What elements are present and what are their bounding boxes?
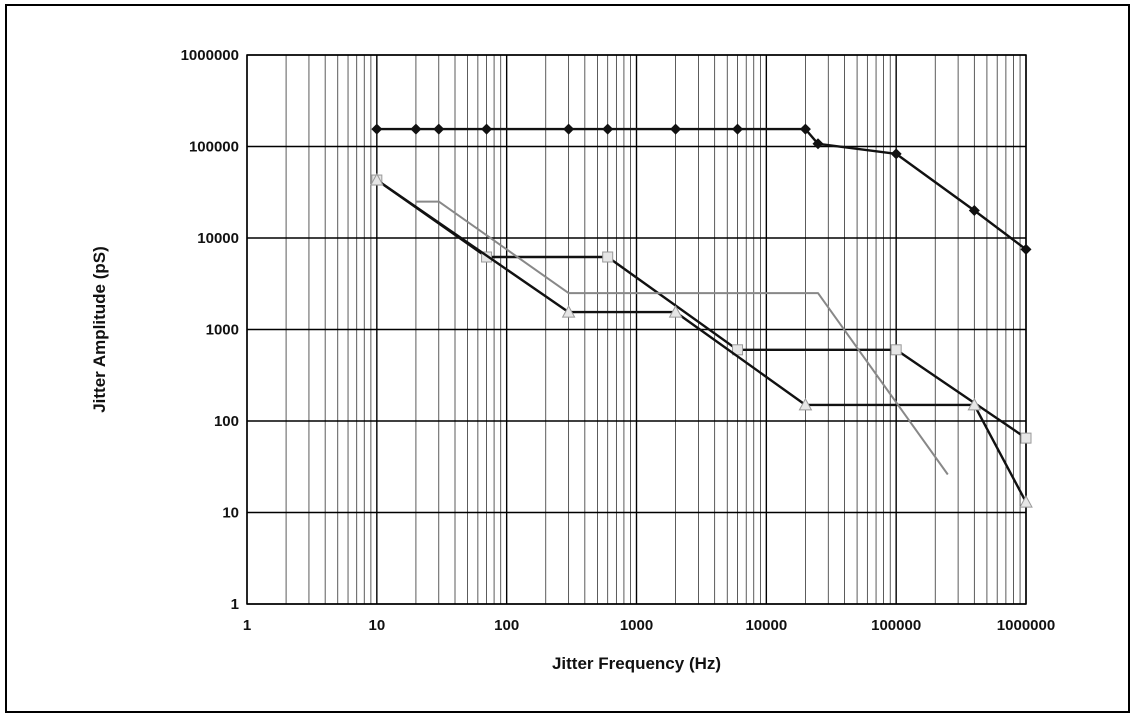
y-tick-label: 10000 [197, 230, 239, 247]
diamond-marker [732, 123, 744, 135]
diamond-marker [410, 123, 422, 135]
y-tick-label: 1 [231, 596, 239, 613]
x-tick-label: 1000 [620, 617, 653, 634]
diamond-marker [371, 123, 383, 135]
diamond-marker [968, 204, 980, 216]
y-tick-label: 10 [222, 505, 239, 522]
square-marker [1020, 432, 1032, 444]
major-gridlines [246, 54, 1027, 605]
x-tick-label: 10 [368, 617, 385, 634]
y-tick-label: 1000000 [181, 47, 239, 64]
y-tick-label: 100000 [189, 139, 239, 156]
y-tick-label: 100 [214, 413, 239, 430]
y-tick-label: 1000 [206, 322, 239, 339]
x-tick-label: 1000000 [997, 617, 1055, 634]
diamond-marker [433, 123, 445, 135]
series-1 [371, 123, 1032, 255]
square-marker [602, 251, 614, 263]
x-tick-label: 10000 [745, 617, 787, 634]
series-layer [369, 123, 1033, 508]
series-2-line [376, 179, 1027, 440]
x-tick-label: 1 [243, 617, 251, 634]
triangle-marker [668, 305, 683, 318]
x-tick-label: 100000 [871, 617, 921, 634]
series-4-line [415, 200, 949, 476]
series-2 [371, 174, 1032, 444]
diamond-marker [1020, 243, 1032, 255]
diamond-marker [890, 148, 902, 160]
x-axis-ticks: 1 10 100 1000 10000 100000 1000000 [243, 617, 1055, 634]
diamond-marker [481, 123, 493, 135]
series-3 [369, 172, 1033, 508]
x-tick-label: 100 [494, 617, 519, 634]
triangle-marker [561, 305, 576, 318]
series-4 [415, 200, 949, 476]
x-axis-title: Jitter Frequency (Hz) [552, 654, 721, 673]
jitter-tolerance-chart: 1 10 100 1000 10000 100000 1000000 11010010001… [90, 47, 1055, 673]
square-marker [732, 344, 744, 356]
series-3-line [376, 179, 1028, 503]
plot-area [246, 54, 1027, 605]
diamond-marker [812, 138, 824, 150]
diamond-marker [602, 123, 614, 135]
diamond-marker [799, 123, 811, 135]
triangle-marker [967, 397, 982, 411]
y-axis-title: Jitter Amplitude (pS) [90, 246, 109, 413]
triangle-marker [798, 397, 813, 411]
chart-frame: 1 10 100 1000 10000 100000 1000000 1 10 100 1000 1… [5, 4, 1130, 713]
triangle-marker [369, 172, 384, 186]
diamond-marker [670, 123, 682, 135]
y-axis-ticks: 1 10 100 1000 10000 100000 1000000 [181, 47, 239, 613]
diamond-marker [563, 123, 575, 135]
triangle-marker [1019, 495, 1033, 508]
square-marker [890, 344, 902, 356]
